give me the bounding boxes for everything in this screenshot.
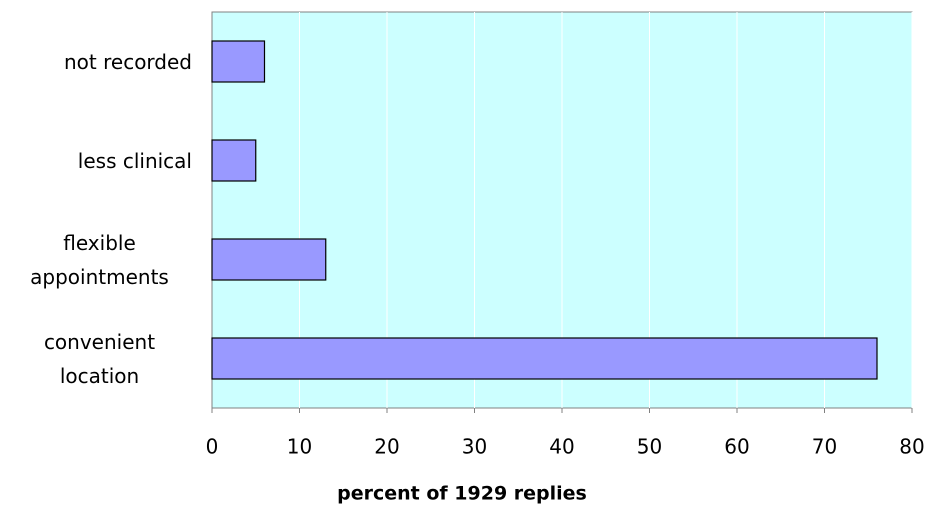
- bar: [211, 139, 257, 182]
- x-tick-label: 70: [812, 435, 837, 459]
- bar: [211, 238, 327, 281]
- x-tick-label: 40: [549, 435, 574, 459]
- y-tick-label: flexible appointments: [30, 230, 169, 289]
- x-tick-label: 80: [899, 435, 924, 459]
- y-tick-label: not recorded: [64, 49, 192, 74]
- x-tick-label: 60: [724, 435, 749, 459]
- y-tick-label: convenient location: [43, 329, 156, 388]
- x-tick-label: 0: [206, 435, 219, 459]
- x-tick-label: 10: [287, 435, 312, 459]
- x-axis-title: percent of 1929 replies: [337, 483, 587, 505]
- x-tick-label: 30: [462, 435, 487, 459]
- x-tick-label: 20: [374, 435, 399, 459]
- bar: [211, 40, 266, 83]
- x-tick-label: 50: [637, 435, 662, 459]
- category-label-box: convenient location: [7, 309, 192, 408]
- category-label-box: flexible appointments: [7, 210, 192, 309]
- bar: [211, 337, 878, 380]
- y-tick-label: less clinical: [77, 148, 192, 173]
- category-label-box: not recorded: [64, 12, 192, 111]
- category-label-box: less clinical: [78, 111, 192, 210]
